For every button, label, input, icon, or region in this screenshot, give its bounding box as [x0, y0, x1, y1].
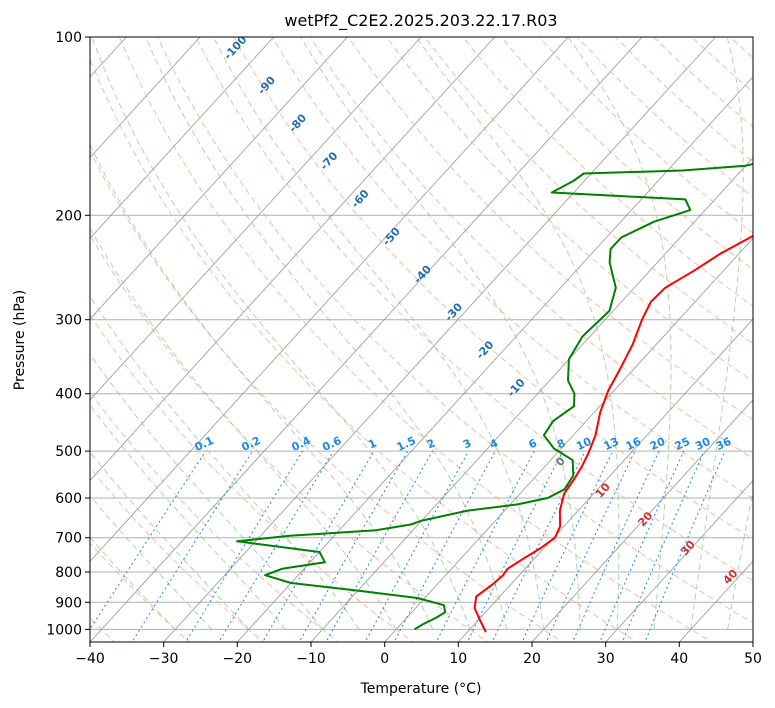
x-axis: −40 −30 −20 −10 0 10 20 30 40 50 — [75, 642, 762, 667]
dry-adiabat-line — [424, 37, 753, 344]
mixing-ratio-label: 25 — [673, 435, 692, 453]
moist-adiabat-line — [690, 37, 744, 630]
y-tick-label: 800 — [55, 565, 82, 581]
x-tick-label: 10 — [449, 651, 467, 667]
isotherm-line — [90, 37, 643, 642]
dry-adiabat-line — [118, 37, 713, 642]
mixing-ratio-line — [521, 450, 614, 642]
y-axis-label: Pressure (hPa) — [12, 290, 28, 390]
dewpoint-profile-line — [236, 162, 753, 631]
mixing-ratio-line — [298, 450, 409, 642]
isotherm-line — [90, 37, 422, 401]
dry-adiabat-line — [233, 37, 753, 540]
mixing-ratio-line — [466, 450, 564, 642]
mixing-ratio-line — [131, 450, 254, 642]
moist-adiabat-line — [415, 37, 620, 630]
isotherm-line — [531, 399, 753, 642]
dry-adiabat-line — [90, 149, 564, 642]
background-lines — [90, 37, 753, 642]
dry-adiabat-line — [157, 37, 753, 624]
mixing-ratio-line — [545, 450, 636, 642]
y-tick-label: 300 — [55, 313, 82, 329]
x-tick-label: 0 — [380, 651, 389, 667]
mixing-ratio-line — [435, 450, 535, 642]
x-tick-label: 40 — [670, 651, 688, 667]
mixing-ratio-line — [393, 450, 496, 642]
profile-series — [236, 162, 753, 633]
y-tick-label: 400 — [55, 387, 82, 403]
isotherm-line — [90, 37, 348, 320]
x-axis-label: Temperature (°C) — [360, 681, 482, 697]
moist-adiabat-line — [300, 37, 581, 630]
y-tick-label: 900 — [55, 595, 82, 611]
dry-adiabat-line — [195, 37, 753, 582]
x-tick-label: 20 — [523, 651, 541, 667]
mixing-ratio-line — [325, 450, 433, 642]
moist-adiabat-line — [727, 488, 753, 630]
isotherm-line — [236, 76, 753, 642]
moist-adiabat-line — [90, 404, 286, 630]
moist-adiabat-line — [90, 227, 397, 630]
dry-adiabat-line — [90, 391, 340, 642]
y-tick-label: 100 — [55, 30, 82, 46]
moist-adiabat-line — [567, 37, 672, 630]
mixing-ratio-label: 16 — [624, 435, 644, 453]
mixing-ratio-label: 13 — [602, 435, 621, 453]
isotherm-line — [90, 37, 569, 562]
plot-frame — [89, 36, 754, 643]
isotherm-line — [163, 37, 717, 642]
mixing-ratio-line — [218, 450, 334, 642]
mixing-ratio-label: 10 — [574, 435, 594, 453]
x-tick-label: −40 — [75, 651, 105, 667]
mixing-ratio-line — [644, 450, 726, 642]
mixing-ratio-line — [621, 450, 705, 642]
x-tick-label: −30 — [149, 651, 179, 667]
isotherm-line — [605, 479, 753, 642]
moist-adiabat-line — [90, 353, 323, 630]
mixing-ratio-line — [364, 450, 470, 642]
mixing-ratio-label: 36 — [714, 435, 734, 453]
moist-adiabat-line — [213, 37, 544, 630]
mixing-ratio-line — [572, 450, 660, 642]
x-tick-label: −10 — [296, 651, 326, 667]
mixing-ratio-label: 30 — [693, 435, 713, 453]
y-tick-label: 500 — [55, 444, 82, 460]
isotherm-line — [90, 37, 201, 159]
isotherm-line — [90, 37, 275, 240]
y-tick-label: 700 — [55, 531, 82, 547]
dry-adiabat-line — [90, 467, 265, 642]
moist-adiabat-line — [145, 37, 508, 630]
temperature-profile-line — [473, 234, 753, 633]
y-tick-label: 1000 — [46, 622, 82, 638]
isotherm-line — [90, 37, 496, 482]
mixing-ratio-line — [599, 450, 685, 642]
y-tick-label: 200 — [55, 208, 82, 224]
dry-adiabat-line — [462, 37, 753, 307]
dry-adiabat-line — [90, 542, 190, 642]
y-tick-label: 600 — [55, 491, 82, 507]
isotherm-line — [384, 237, 753, 642]
isotherm-line — [310, 156, 753, 642]
x-tick-label: −20 — [223, 651, 253, 667]
y-axis: 100 200 300 400 500 600 700 800 900 1000 — [46, 30, 90, 638]
x-tick-label: 50 — [744, 651, 762, 667]
moist-adiabat-line — [90, 143, 434, 630]
x-tick-label: 30 — [597, 651, 615, 667]
mixing-ratio-label: 20 — [648, 435, 668, 453]
moist-adiabat-line — [91, 37, 471, 630]
chart-title: wetPf2_C2E2.2025.203.22.17.R03 — [284, 11, 557, 31]
